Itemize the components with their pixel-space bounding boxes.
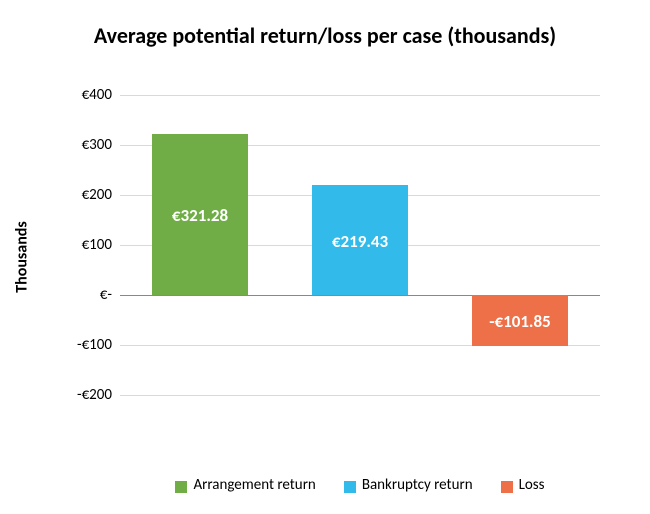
ytick-label: €-	[100, 286, 112, 304]
bar-value-label: €219.43	[312, 231, 408, 252]
chart-title: Average potential return/loss per case (…	[0, 22, 650, 49]
ytick-label: €100	[82, 236, 112, 254]
ytick-label: -€100	[77, 336, 112, 354]
y-axis-label: Thousands	[13, 221, 32, 293]
legend: Arrangement return Bankruptcy return Loss	[120, 477, 600, 494]
ytick-label: €300	[82, 136, 112, 154]
legend-label: Loss	[519, 477, 545, 494]
legend-item: Bankruptcy return	[344, 477, 473, 494]
gridline	[120, 95, 600, 96]
ytick-label: €200	[82, 186, 112, 204]
legend-item: Arrangement return	[175, 477, 315, 494]
bar: €219.43	[312, 185, 408, 295]
legend-label: Bankruptcy return	[362, 477, 473, 494]
legend-label: Arrangement return	[193, 477, 315, 494]
legend-swatch	[501, 481, 513, 493]
bar-value-label: €321.28	[152, 205, 248, 226]
legend-item: Loss	[501, 477, 545, 494]
legend-swatch	[175, 481, 187, 493]
ytick-label: -€200	[77, 386, 112, 404]
bar: -€101.85	[472, 295, 568, 346]
bar: €321.28	[152, 134, 248, 295]
chart-container: Average potential return/loss per case (…	[0, 0, 650, 514]
gridline	[120, 395, 600, 396]
legend-swatch	[344, 481, 356, 493]
bar-value-label: -€101.85	[472, 311, 568, 332]
plot-area: €400€300€200€100€--€100-€200€321.28€219.…	[120, 95, 600, 395]
ytick-label: €400	[82, 86, 112, 104]
